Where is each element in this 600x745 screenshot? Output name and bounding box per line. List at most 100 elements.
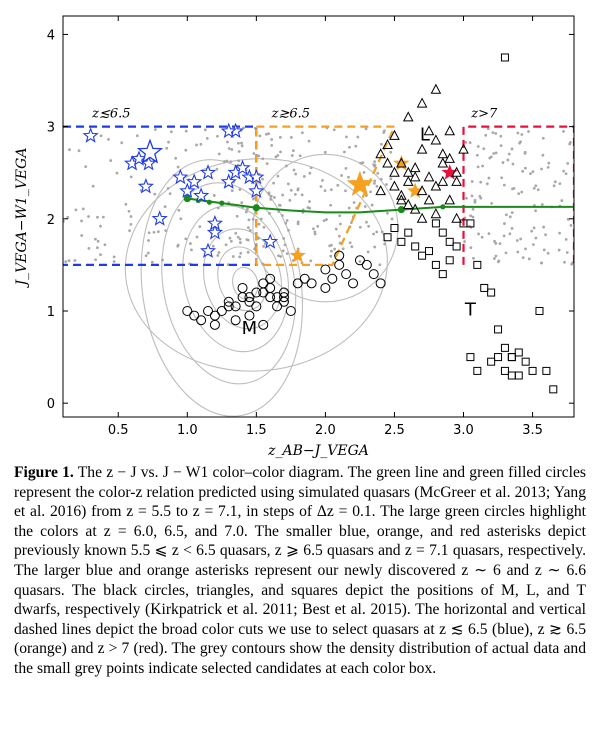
t-dwarfs-marker [549,385,558,394]
m-dwarfs-marker [189,310,200,321]
candidate-point [217,152,221,156]
x-tick-label: 1.0 [177,423,198,438]
candidate-point [273,195,276,199]
candidate-point [328,244,332,248]
color-z-large-point [183,194,191,203]
color-z-point [219,200,225,206]
candidate-point [80,234,84,237]
candidate-point [112,260,116,263]
candidate-point [309,259,313,263]
candidate-point [329,254,333,258]
candidate-point [74,208,78,212]
m-dwarfs-marker [230,301,241,312]
candidate-point [195,235,199,239]
candidate-point [234,231,238,235]
candidate-point [164,229,168,233]
candidate-point [503,222,506,225]
known-z-6-5-quasars-marker [193,187,210,203]
candidate-point [198,225,202,229]
color-cut-orange [255,125,397,266]
t-dwarfs-marker [494,325,503,334]
candidate-point [540,167,543,171]
t-dwarfs-marker [466,219,475,228]
candidate-point [490,201,494,205]
candidate-point [135,134,139,138]
color-z-point [206,199,212,205]
candidate-point [265,132,268,136]
l-dwarfs-marker [409,162,421,173]
candidate-point [322,219,326,223]
m-dwarfs-marker [237,282,248,293]
candidate-point [532,243,535,247]
candidate-point [66,215,70,219]
l-dwarfs-marker [423,194,435,205]
candidate-point [251,217,255,221]
caption-label: Figure 1. [14,464,74,481]
candidate-point [281,193,285,197]
density-contour [232,266,259,300]
t-dwarfs-marker [466,353,475,362]
candidate-point [103,243,107,247]
candidate-point [540,203,544,206]
candidate-point [382,131,386,134]
candidate-point [240,201,244,205]
candidate-point [515,239,519,242]
m-dwarfs-marker [209,319,220,330]
candidate-point [300,131,304,135]
candidate-point [176,244,180,248]
candidate-point [211,244,215,248]
m-dwarfs-marker [258,278,269,289]
candidate-point [223,160,226,163]
candidate-point [296,188,300,192]
candidate-point [330,249,333,253]
candidate-point [237,150,241,153]
candidate-point [362,170,366,174]
candidate-point [278,204,282,207]
candidate-point [165,146,169,150]
l-dwarfs-marker [402,111,414,122]
l-dwarfs-marker [375,148,386,159]
x-tick-label: 2.0 [315,423,336,438]
candidate-point [152,230,156,234]
candidate-point [284,164,288,168]
candidate-point [236,235,240,239]
candidate-point [235,214,239,218]
candidate-point [389,150,393,154]
candidate-point [124,202,128,206]
t-dwarfs-marker [487,357,496,366]
m-dwarfs-marker [334,250,345,261]
x-tick-label: 3.0 [453,423,474,438]
candidate-point [348,241,352,245]
candidate-point [300,193,304,197]
candidate-point [144,254,148,258]
candidate-point [344,189,347,193]
candidate-point [568,142,572,146]
t-dwarfs-marker [500,366,509,375]
candidate-point [308,206,312,210]
density-contour [140,159,304,417]
candidate-point [257,154,261,158]
candidate-point [347,206,351,210]
candidate-point [347,175,350,179]
candidate-point [365,220,368,224]
y-tick-label: 2 [47,213,55,228]
candidate-point [292,168,296,172]
candidate-point [279,255,283,258]
candidate-point [147,239,150,242]
color-z-large-point [397,205,405,214]
candidate-point [153,128,157,131]
candidate-point [292,149,295,153]
known-z-6-5-quasars-marker [262,233,279,249]
candidate-point [333,247,337,251]
m-dwarfs-marker [251,301,262,312]
candidate-point [494,241,498,245]
candidate-point [510,226,514,230]
t-dwarfs-marker [452,242,461,251]
candidate-point [532,186,536,190]
known-z-6-5-quasars-marker [206,224,224,240]
candidate-point [205,136,209,140]
known-z-6-5-quasars-marker [248,182,265,199]
m-dwarfs-marker [368,269,379,280]
candidate-point [230,189,234,193]
candidate-point [254,242,258,246]
